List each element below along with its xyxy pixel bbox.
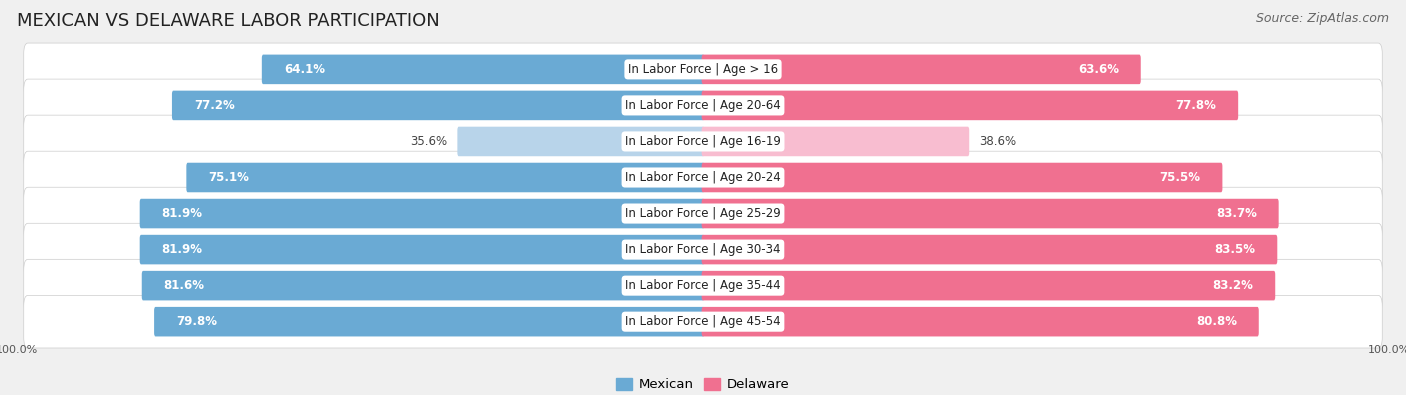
Text: 81.6%: 81.6% [163,279,205,292]
FancyBboxPatch shape [24,187,1382,240]
Text: 75.1%: 75.1% [208,171,249,184]
FancyBboxPatch shape [24,115,1382,168]
FancyBboxPatch shape [702,90,1239,120]
Text: 79.8%: 79.8% [176,315,217,328]
Text: 64.1%: 64.1% [284,63,325,76]
FancyBboxPatch shape [139,235,704,264]
Text: 38.6%: 38.6% [979,135,1017,148]
Text: 35.6%: 35.6% [411,135,447,148]
Text: 75.5%: 75.5% [1160,171,1201,184]
Text: In Labor Force | Age 30-34: In Labor Force | Age 30-34 [626,243,780,256]
Text: 83.5%: 83.5% [1215,243,1256,256]
Text: MEXICAN VS DELAWARE LABOR PARTICIPATION: MEXICAN VS DELAWARE LABOR PARTICIPATION [17,12,440,30]
Text: In Labor Force | Age 20-64: In Labor Force | Age 20-64 [626,99,780,112]
FancyBboxPatch shape [24,43,1382,96]
FancyBboxPatch shape [172,90,704,120]
Text: 77.8%: 77.8% [1175,99,1216,112]
Text: In Labor Force | Age 20-24: In Labor Force | Age 20-24 [626,171,780,184]
FancyBboxPatch shape [702,271,1275,301]
FancyBboxPatch shape [702,307,1258,337]
FancyBboxPatch shape [262,55,704,84]
FancyBboxPatch shape [702,127,969,156]
Text: 80.8%: 80.8% [1197,315,1237,328]
FancyBboxPatch shape [24,79,1382,132]
FancyBboxPatch shape [702,235,1277,264]
Text: In Labor Force | Age 45-54: In Labor Force | Age 45-54 [626,315,780,328]
FancyBboxPatch shape [457,127,704,156]
Text: In Labor Force | Age 16-19: In Labor Force | Age 16-19 [626,135,780,148]
Text: In Labor Force | Age > 16: In Labor Force | Age > 16 [628,63,778,76]
Text: 81.9%: 81.9% [162,243,202,256]
Text: 83.2%: 83.2% [1212,279,1253,292]
Text: In Labor Force | Age 35-44: In Labor Force | Age 35-44 [626,279,780,292]
FancyBboxPatch shape [24,295,1382,348]
FancyBboxPatch shape [155,307,704,337]
FancyBboxPatch shape [139,199,704,228]
Text: 63.6%: 63.6% [1078,63,1119,76]
FancyBboxPatch shape [702,55,1140,84]
Text: 77.2%: 77.2% [194,99,235,112]
FancyBboxPatch shape [702,199,1278,228]
Legend: Mexican, Delaware: Mexican, Delaware [612,372,794,395]
FancyBboxPatch shape [142,271,704,301]
Text: In Labor Force | Age 25-29: In Labor Force | Age 25-29 [626,207,780,220]
FancyBboxPatch shape [702,163,1222,192]
Text: 83.7%: 83.7% [1216,207,1257,220]
Text: Source: ZipAtlas.com: Source: ZipAtlas.com [1256,12,1389,25]
FancyBboxPatch shape [24,151,1382,204]
FancyBboxPatch shape [187,163,704,192]
FancyBboxPatch shape [24,260,1382,312]
Text: 81.9%: 81.9% [162,207,202,220]
FancyBboxPatch shape [24,223,1382,276]
